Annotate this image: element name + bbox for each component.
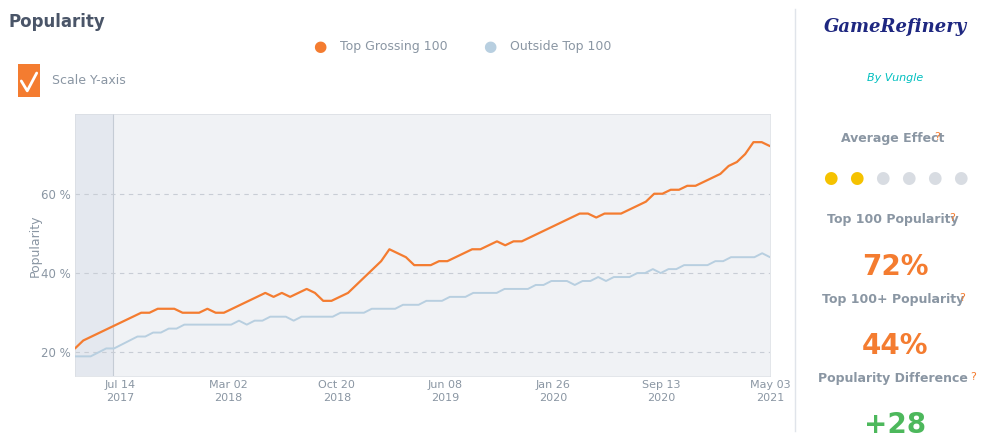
Text: 72%: 72% bbox=[862, 253, 928, 281]
Text: ●: ● bbox=[849, 169, 863, 187]
Text: Popularity: Popularity bbox=[8, 13, 105, 31]
Text: Scale Y-axis: Scale Y-axis bbox=[52, 74, 126, 87]
Y-axis label: Popularity: Popularity bbox=[29, 214, 42, 277]
Text: Average Effect: Average Effect bbox=[841, 132, 949, 145]
Text: ?: ? bbox=[934, 132, 940, 142]
Text: GameRefinery: GameRefinery bbox=[823, 18, 967, 36]
Text: ?: ? bbox=[949, 213, 955, 224]
Text: ●: ● bbox=[313, 39, 327, 54]
Text: ●: ● bbox=[483, 39, 497, 54]
Text: Top Grossing 100: Top Grossing 100 bbox=[340, 40, 448, 53]
Text: ●: ● bbox=[823, 169, 837, 187]
Text: By Vungle: By Vungle bbox=[867, 73, 923, 83]
Text: ●: ● bbox=[953, 169, 967, 187]
Text: Top 100+ Popularity: Top 100+ Popularity bbox=[822, 293, 968, 306]
Text: Top 100 Popularity: Top 100 Popularity bbox=[827, 213, 963, 227]
Text: Outside Top 100: Outside Top 100 bbox=[510, 40, 611, 53]
Text: ●: ● bbox=[901, 169, 915, 187]
Text: Popularity Difference: Popularity Difference bbox=[818, 372, 972, 385]
Text: ?: ? bbox=[959, 293, 965, 303]
Text: ●: ● bbox=[927, 169, 941, 187]
Text: 44%: 44% bbox=[862, 332, 928, 360]
Text: ●: ● bbox=[875, 169, 889, 187]
Text: ?: ? bbox=[970, 372, 976, 382]
Text: +28: +28 bbox=[864, 411, 926, 440]
Bar bbox=[75, 114, 113, 376]
